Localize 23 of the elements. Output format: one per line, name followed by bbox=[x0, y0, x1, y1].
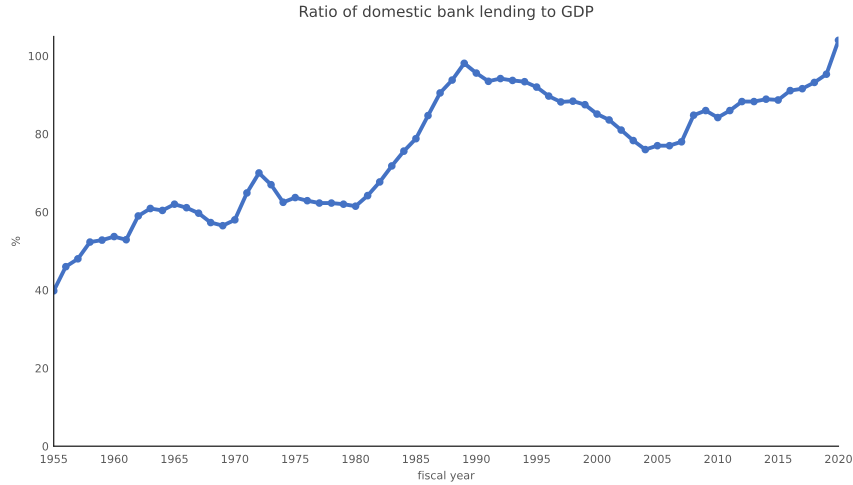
y-axis-title: % bbox=[12, 236, 20, 246]
y-tick-label: 20 bbox=[36, 364, 48, 373]
y-tick-label: 80 bbox=[35, 130, 48, 138]
x-tick-label: 1980 bbox=[342, 454, 369, 464]
y-tick-label: 40 bbox=[35, 286, 48, 294]
x-tick-label: 1975 bbox=[282, 454, 308, 464]
x-tick-label: 2020 bbox=[825, 454, 852, 464]
x-tick-label: 1960 bbox=[101, 454, 128, 464]
x-tick-label: 1965 bbox=[162, 454, 188, 464]
x-tick-label: 2010 bbox=[704, 454, 732, 464]
x-tick-label: 1995 bbox=[524, 454, 550, 464]
x-tick-label: 2005 bbox=[644, 454, 671, 464]
x-tick-label: 1985 bbox=[403, 454, 430, 464]
x-tick-label: 2015 bbox=[764, 454, 792, 464]
x-tick-label: 1955 bbox=[40, 454, 67, 464]
y-tick-label: 100 bbox=[28, 52, 48, 60]
y-tick-label: 0 bbox=[42, 442, 48, 451]
x-tick-label: 1990 bbox=[463, 454, 490, 464]
x-tick-label: 1970 bbox=[222, 454, 248, 464]
y-tick-label: 60 bbox=[36, 208, 48, 216]
x-tick-label: 2000 bbox=[584, 454, 610, 464]
chart-title: Ratio of domestic bank lending to GDP bbox=[300, 5, 594, 20]
x-axis-title: fiscal year bbox=[418, 470, 475, 482]
